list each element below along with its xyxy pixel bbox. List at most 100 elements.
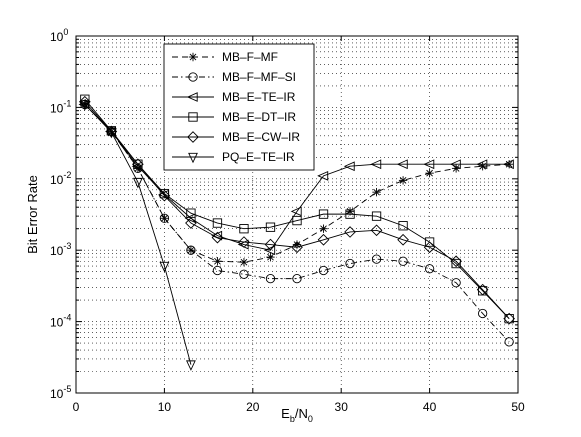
data-point [317,170,329,181]
series-layer [78,94,515,371]
data-point [159,261,170,273]
data-point [424,264,435,274]
data-point [398,256,408,266]
data-point [477,308,488,319]
data-point [397,233,409,246]
data-point [425,168,434,178]
data-point [186,360,196,371]
legend-entry: PQ–E–TE–IR [172,150,295,164]
x-tick-label: 0 [73,400,80,414]
data-point [80,94,90,104]
data-point [318,209,329,219]
data-point [372,187,381,197]
data-point [423,241,436,254]
data-point [159,213,170,223]
legend-marker [188,52,198,62]
data-point [476,283,489,296]
y-axis-label: Bit Error Rate [25,175,40,254]
data-point [212,218,223,228]
legend-entry: MB–E–TE–IR [172,90,296,104]
data-point [317,233,330,246]
data-point [292,273,302,284]
x-tick-label: 30 [335,400,349,414]
data-point [211,231,224,244]
data-point [398,176,408,185]
data-point [396,159,408,170]
data-point [265,273,276,284]
data-point [398,221,408,231]
data-point [344,226,356,238]
data-point [132,177,143,189]
data-point [290,206,302,217]
data-point [450,255,462,268]
data-point [106,128,117,139]
series-line [84,104,510,343]
legend-box [163,43,315,171]
data-point [345,258,355,269]
plot-frame [75,35,519,394]
legend-label: MB–F–MF–SI [222,70,296,84]
data-point [291,241,303,254]
series-line [84,101,510,319]
data-point [319,224,328,233]
data-point [370,159,382,170]
series-diamond [79,95,515,325]
data-point [504,313,514,324]
legend-entry: MB–F–MF–SI [172,70,296,84]
data-point [212,265,223,276]
data-point [266,252,275,262]
series-circle [80,99,514,347]
data-point [502,159,514,170]
data-point [239,257,249,267]
legend: MB–F–MF MB–F–MF–SI MB–E–TE–IR MB–E–DT–IR MB–… [163,43,315,171]
series-line [84,98,510,319]
data-point [424,237,435,247]
data-point [133,159,143,169]
data-point [476,159,488,170]
data-point [451,164,461,173]
x-tick-label: 20 [246,400,260,414]
legend-marker [188,152,198,164]
legend-marker [188,112,198,122]
x-tick-label: 50 [511,400,525,414]
x-axis-label: Eb/N0 [281,406,313,424]
data-point [79,100,90,111]
legend-marker [186,92,198,102]
series-square [80,94,514,324]
data-point [265,222,276,232]
series-triangle-down [79,100,196,371]
legend-label: MB–E–CW–IR [222,130,300,144]
data-point [318,265,329,276]
data-point [370,224,383,237]
data-point [158,189,171,202]
data-point [186,245,196,255]
data-point [451,278,461,288]
data-point [239,269,249,279]
data-point [238,236,250,248]
legend-entry: MB–E–CW–IR [172,130,300,144]
legend-entry: MB–F–MF [172,50,278,64]
data-point [504,337,514,347]
data-point [292,215,302,226]
legend-label: MB–E–TE–IR [222,90,296,104]
data-point [159,188,170,199]
series-line [84,104,192,365]
data-point [503,312,515,325]
legend-label: PQ–E–TE–IR [222,150,295,164]
data-point [213,257,222,266]
data-point [451,258,461,269]
data-point [423,159,435,170]
data-point [184,213,196,224]
data-point [185,217,197,229]
axis-labels: Eb/N0 Bit Error Rate [25,175,313,424]
data-point [132,158,144,171]
legend-label: MB–E–DT–IR [222,110,296,124]
data-point [371,254,382,264]
data-point [371,211,382,221]
x-tick-label: 40 [423,400,437,414]
data-point [345,209,355,219]
legend-marker [187,131,199,143]
data-point [264,238,277,251]
x-tick-label: 10 [158,400,172,414]
